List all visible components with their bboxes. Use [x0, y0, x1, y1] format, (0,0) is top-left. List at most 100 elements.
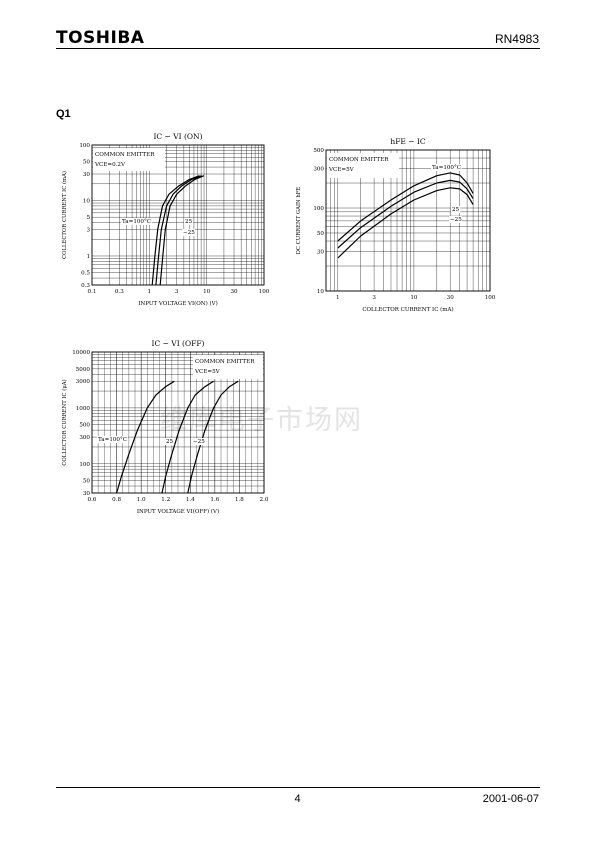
y-tick-label: 500 — [79, 423, 90, 429]
y-tick-label: 50 — [83, 160, 91, 166]
y-tick-label: 1 — [86, 254, 90, 260]
series-label: −25 — [183, 230, 195, 236]
x-tick-label: 0.6 — [88, 497, 97, 503]
series-line — [116, 380, 175, 494]
series-line — [155, 175, 202, 286]
x-tick-label: 0.8 — [112, 497, 121, 503]
x-tick-label: 10 — [410, 295, 418, 301]
x-tick-label: 0.1 — [88, 289, 97, 295]
series-label-bg — [449, 216, 462, 223]
x-tick-label: 1.6 — [210, 497, 219, 503]
series-label-bg — [431, 164, 462, 171]
y-tick-label: 10 — [317, 289, 325, 295]
y-tick-label: 0.5 — [81, 271, 90, 277]
y-axis-label: COLLECTOR CURRENT IC (mA) — [61, 171, 68, 259]
x-tick-label: 1.2 — [161, 497, 170, 503]
y-tick-label: 10 — [83, 198, 91, 204]
x-tick-label: 30 — [447, 295, 455, 301]
y-tick-label: 3 — [86, 228, 90, 234]
y-tick-label: 5 — [86, 215, 90, 221]
series-label: Ta=100°C — [98, 437, 127, 443]
y-axis-label: COLLECTOR CURRENT IC (μA) — [61, 379, 68, 465]
y-tick-label: 500 — [313, 148, 324, 154]
y-tick-label: 300 — [313, 166, 324, 172]
page-number: 4 — [294, 793, 301, 805]
series-label-bg — [97, 436, 128, 443]
part-number: RN4983 — [494, 32, 539, 46]
chart-title: IC − VI (OFF) — [152, 339, 205, 348]
y-tick-label: 30 — [83, 491, 91, 497]
x-tick-label: 2.0 — [260, 497, 269, 503]
series-label: 25 — [166, 439, 174, 445]
chart-title: hFE − IC — [390, 137, 426, 146]
y-tick-label: 3000 — [76, 379, 91, 385]
series-line — [151, 175, 200, 286]
y-tick-label: 30 — [83, 172, 91, 178]
footer-date: 2001-06-07 — [482, 793, 539, 805]
annotation-line: VCE=5V — [328, 167, 355, 173]
annotation-line: VCE=5V — [194, 369, 221, 375]
annotation-line: COMMON EMITTER — [95, 152, 155, 158]
annotation-box — [193, 355, 263, 379]
brand-logo: TOSHIBA — [56, 28, 145, 48]
annotation-line: COMMON EMITTER — [329, 157, 389, 163]
y-tick-label: 100 — [79, 462, 90, 468]
x-tick-label: 1 — [148, 289, 152, 295]
annotation-line: VCE=0.2V — [94, 162, 126, 168]
series-line — [187, 380, 239, 494]
annotation-box — [327, 153, 399, 178]
y-tick-label: 5000 — [76, 367, 91, 373]
x-tick-label: 0.3 — [115, 289, 124, 295]
series-label: 25 — [452, 207, 460, 213]
x-tick-label: 1 — [336, 295, 340, 301]
header-rule — [56, 48, 540, 49]
watermark: 维库电子市场网 — [160, 405, 363, 436]
y-tick-label: 50 — [83, 479, 91, 485]
y-tick-label: 1000 — [76, 406, 91, 412]
series-line — [337, 172, 474, 242]
x-axis-label: COLLECTOR CURRENT IC (mA) — [362, 306, 453, 313]
annotation-box — [93, 148, 165, 171]
series-label-bg — [121, 218, 152, 225]
series-line — [337, 187, 474, 259]
series-label: −25 — [193, 439, 205, 445]
y-tick-label: 0.3 — [81, 283, 90, 289]
plot-frame — [91, 351, 265, 494]
x-tick-label: 30 — [230, 289, 238, 295]
series-label-bg — [184, 218, 194, 225]
series-label: −25 — [450, 217, 462, 223]
series-label-bg — [451, 206, 461, 213]
x-tick-label: 3 — [372, 295, 376, 301]
x-axis-label: INPUT VOLTAGE VI(OFF) (V) — [137, 508, 219, 515]
x-tick-label: 1.8 — [235, 497, 244, 503]
series-line — [161, 380, 214, 494]
y-tick-label: 30 — [317, 249, 325, 255]
y-tick-label: 10000 — [72, 350, 90, 356]
y-tick-label: 100 — [79, 143, 90, 149]
x-tick-label: 100 — [485, 295, 496, 301]
x-axis-label: INPUT VOLTAGE VI(ON) (V) — [138, 300, 218, 307]
series-label-bg — [165, 438, 175, 445]
series-label-bg — [192, 438, 205, 445]
x-tick-label: 100 — [259, 289, 270, 295]
series-label: Ta=100°C — [432, 165, 461, 171]
plot-frame — [325, 149, 491, 292]
series-label: 25 — [185, 219, 193, 225]
section-label: Q1 — [56, 108, 71, 120]
footer-rule — [56, 787, 540, 788]
annotation-line: COMMON EMITTER — [195, 359, 255, 365]
y-tick-label: 50 — [317, 231, 325, 237]
x-tick-label: 3 — [175, 289, 179, 295]
series-line — [337, 179, 474, 249]
x-tick-label: 1.0 — [137, 497, 146, 503]
series-label: Ta=100°C — [122, 219, 151, 225]
series-line — [159, 175, 205, 286]
x-tick-label: 10 — [203, 289, 211, 295]
y-tick-label: 100 — [313, 206, 324, 212]
chart-title: IC − VI (ON) — [153, 132, 202, 141]
plot-frame — [91, 144, 265, 286]
series-label-bg — [182, 229, 195, 236]
